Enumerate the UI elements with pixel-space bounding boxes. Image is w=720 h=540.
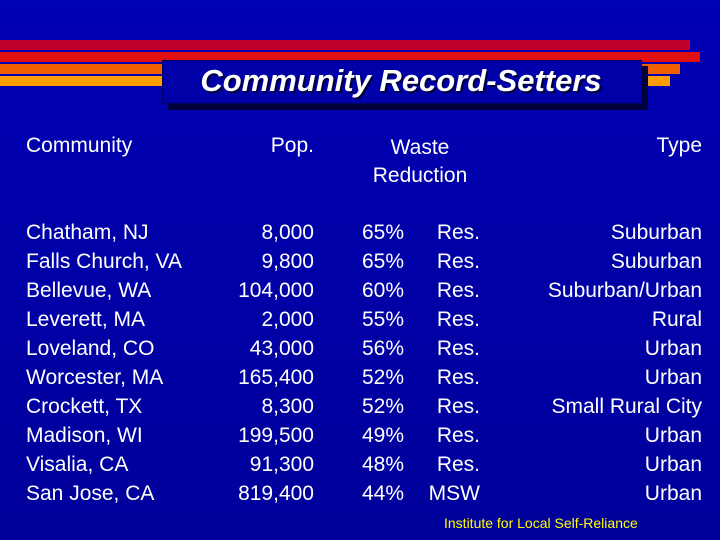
cell-waste-reduction: 65% <box>361 250 404 273</box>
cell-type: Urban <box>644 453 702 476</box>
cell-basis: MSW <box>428 482 480 505</box>
cell-community: Loveland, CO <box>26 337 155 360</box>
cell-community: Falls Church, VA <box>26 250 182 273</box>
cell-pop: 91,300 <box>249 453 314 476</box>
cell-type: Suburban <box>610 221 702 244</box>
cell-basis: Res. <box>436 424 480 447</box>
cell-pop: 8,000 <box>261 221 314 244</box>
cell-type: Suburban <box>610 250 702 273</box>
cell-type: Urban <box>644 366 702 389</box>
header-community: Community <box>26 134 133 157</box>
cell-pop: 43,000 <box>249 337 314 360</box>
cell-pop: 8,300 <box>261 395 314 418</box>
cell-type: Suburban/Urban <box>547 279 702 302</box>
table-row: Visalia, CA 91,300 48% Res. Urban <box>0 452 720 481</box>
table-row: Worcester, MA 165,400 52% Res. Urban <box>0 365 720 394</box>
cell-community: Visalia, CA <box>26 453 129 476</box>
table-row: Madison, WI 199,500 49% Res. Urban <box>0 423 720 452</box>
cell-waste-reduction: 56% <box>361 337 404 360</box>
cell-basis: Res. <box>436 453 480 476</box>
cell-type: Urban <box>644 482 702 505</box>
cell-community: Madison, WI <box>26 424 143 447</box>
table-row: Bellevue, WA 104,000 60% Res. Suburban/Urban <box>0 278 720 307</box>
source-credit: Institute for Local Self-Reliance <box>444 515 638 531</box>
cell-community: Chatham, NJ <box>26 221 149 244</box>
cell-basis: Res. <box>436 337 480 360</box>
cell-pop: 2,000 <box>261 308 314 331</box>
cell-community: Leverett, MA <box>26 308 146 331</box>
cell-community: San Jose, CA <box>26 482 155 505</box>
cell-waste-reduction: 52% <box>361 366 404 389</box>
cell-waste-reduction: 52% <box>361 395 404 418</box>
cell-pop: 9,800 <box>261 250 314 273</box>
cell-basis: Res. <box>436 221 480 244</box>
cell-pop: 165,400 <box>238 366 314 389</box>
table-row: Loveland, CO 43,000 56% Res. Urban <box>0 336 720 365</box>
table-row: San Jose, CA 819,400 44% MSW Urban <box>0 481 720 510</box>
banner-stripe <box>0 40 690 50</box>
header-waste-reduction: Waste Reduction <box>350 134 490 190</box>
cell-community: Worcester, MA <box>26 366 164 389</box>
cell-waste-reduction: 60% <box>361 279 404 302</box>
cell-waste-reduction: 49% <box>361 424 404 447</box>
cell-type: Urban <box>644 337 702 360</box>
cell-waste-reduction: 55% <box>361 308 404 331</box>
title-box <box>162 60 642 104</box>
header-type: Type <box>656 134 702 157</box>
slide-title: Community Record-Setters <box>200 63 602 98</box>
cell-waste-reduction: 48% <box>361 453 404 476</box>
cell-basis: Res. <box>436 250 480 273</box>
cell-type: Urban <box>644 424 702 447</box>
cell-pop: 819,400 <box>238 482 314 505</box>
cell-basis: Res. <box>436 395 480 418</box>
table-row: Chatham, NJ 8,000 65% Res. Suburban <box>0 220 720 249</box>
cell-waste-reduction: 44% <box>361 482 404 505</box>
cell-type: Small Rural City <box>551 395 702 418</box>
header-waste-line2: Reduction <box>372 164 468 187</box>
cell-type: Rural <box>651 308 702 331</box>
table-row: Falls Church, VA 9,800 65% Res. Suburban <box>0 249 720 278</box>
table-row: Crockett, TX 8,300 52% Res. Small Rural City <box>0 394 720 423</box>
cell-basis: Res. <box>436 279 480 302</box>
cell-basis: Res. <box>436 366 480 389</box>
banner-stripe <box>0 52 700 62</box>
cell-waste-reduction: 65% <box>361 221 404 244</box>
cell-community: Bellevue, WA <box>26 279 152 302</box>
cell-community: Crockett, TX <box>26 395 143 418</box>
cell-pop: 199,500 <box>238 424 314 447</box>
table-row: Leverett, MA 2,000 55% Res. Rural <box>0 307 720 336</box>
header-pop: Pop. <box>270 134 314 157</box>
cell-basis: Res. <box>436 308 480 331</box>
cell-pop: 104,000 <box>238 279 314 302</box>
header-waste-line1: Waste <box>390 136 450 159</box>
